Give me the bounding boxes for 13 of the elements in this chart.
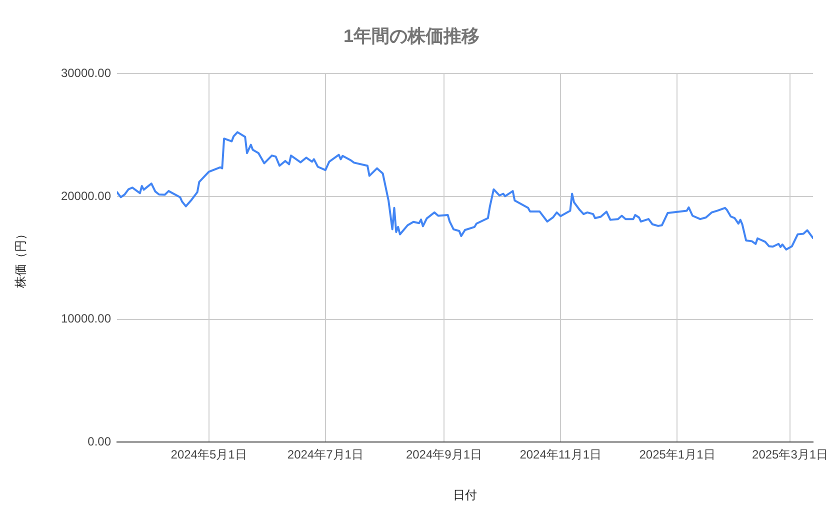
x-tick-label: 2024年5月1日	[170, 448, 247, 462]
y-tick-label: 0.00	[88, 434, 112, 449]
y-axis-title: 株価（円）	[14, 228, 28, 289]
x-tick-label: 2024年7月1日	[287, 448, 364, 462]
y-tick-label: 10000.00	[60, 312, 112, 326]
x-tick-label: 2024年11月1日	[520, 448, 602, 462]
x-axis-title: 日付	[453, 488, 477, 502]
y-tick-label: 30000.00	[60, 66, 112, 80]
x-tick-label: 2024年9月1日	[406, 448, 482, 462]
chart-title: 1年間の株価推移	[343, 26, 480, 46]
x-tick-label: 2025年3月1日	[752, 448, 828, 462]
y-tick-label: 20000.00	[60, 188, 112, 203]
x-tick-label: 2025年1月1日	[639, 448, 716, 462]
